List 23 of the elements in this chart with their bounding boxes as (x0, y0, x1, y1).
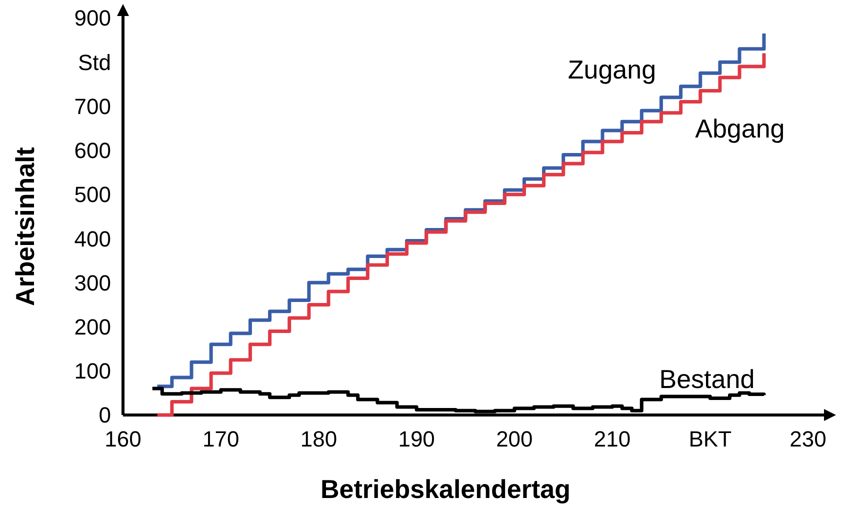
series-label: Bestand (659, 364, 755, 394)
x-tick-label: 190 (398, 426, 435, 452)
x-tick-label: 180 (300, 426, 338, 452)
x-tick-label: 200 (496, 426, 533, 452)
x-tick-label: 160 (104, 426, 142, 452)
x-tick-label: 210 (594, 426, 631, 452)
y-tick-label: 600 (74, 138, 111, 164)
x-axis-title: Betriebskalendertag (320, 474, 570, 504)
x-tick-label: 230 (790, 426, 826, 452)
y-axis-title: Arbeitsinhalt (10, 146, 40, 306)
y-tick-label: 900 (74, 6, 111, 31)
y-tick-label: Std (78, 50, 111, 75)
y-tick-label: 0 (98, 402, 111, 428)
y-tick-label: 300 (74, 270, 111, 296)
x-tick-label: BKT (688, 426, 732, 452)
x-tick-label: 170 (202, 426, 240, 452)
series-label: Abgang (695, 113, 785, 144)
y-tick-label: 100 (74, 358, 111, 384)
y-tick-label: 400 (74, 226, 111, 252)
series-label: Zugang (568, 54, 656, 84)
y-tick-label: 500 (74, 182, 111, 208)
y-tick-label: 200 (74, 314, 111, 340)
y-tick-label: 700 (74, 94, 111, 119)
